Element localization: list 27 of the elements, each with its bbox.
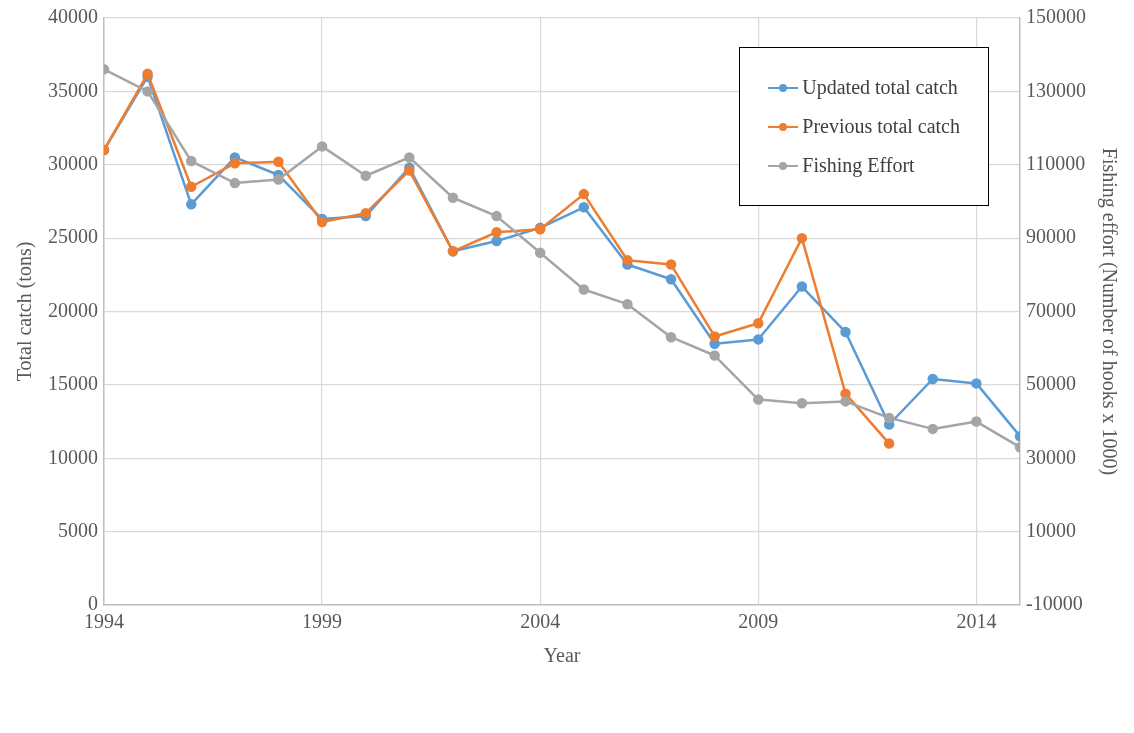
y2-tick-label: 110000 [1026,152,1086,174]
y2-tick-label: -10000 [1026,592,1083,615]
y2-tick-label: 130000 [1026,78,1086,101]
y2-tick-label: 50000 [1026,372,1076,395]
x-tick-label: 2009 [738,610,779,633]
y2-tick-label: 70000 [1026,298,1076,321]
x-axis-title: Year [543,644,581,667]
x-tick-label: 2014 [956,610,997,633]
y-tick-label: 35000 [48,78,98,101]
legend-label: Updated total catch [802,76,958,99]
y2-axis-title: Fishing effort (Number of hooks x 1000) [1097,147,1121,476]
y-tick-label: 25000 [48,225,98,248]
y-axis-title: Total catch (tons) [13,241,37,382]
y2-tick-label: 90000 [1026,225,1076,248]
legend-label: Fishing Effort [802,154,915,177]
y2-tick-label: 150000 [1026,5,1086,28]
y-tick-label: 5000 [58,518,98,541]
y2-tick-label: 30000 [1026,445,1076,468]
y-tick-label: 20000 [48,298,98,321]
y-tick-label: 40000 [48,5,98,28]
y2-tick-label: 10000 [1026,518,1076,541]
legend-label: Previous total catch [802,115,960,138]
y-tick-label: 10000 [48,445,98,468]
y-tick-label: 30000 [48,152,98,174]
y-tick-label: 15000 [48,372,98,395]
x-tick-label: 2004 [520,610,561,633]
x-tick-label: 1999 [302,610,343,633]
